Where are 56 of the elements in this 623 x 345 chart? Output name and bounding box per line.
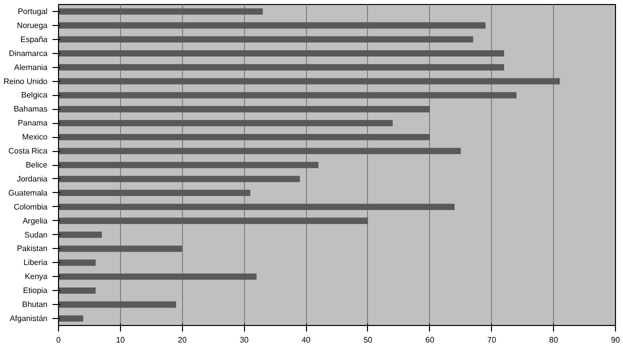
- bar: [58, 246, 182, 252]
- y-tick-label: Reino Unido: [3, 76, 48, 86]
- x-tick-label: 50: [363, 336, 373, 344]
- y-tick-label: Etiopia: [23, 286, 48, 296]
- bar: [58, 315, 84, 322]
- x-tick-label: 10: [116, 336, 126, 344]
- bar: [58, 204, 455, 210]
- bar: [58, 301, 176, 308]
- y-tick-label: Pakistan: [16, 244, 48, 254]
- x-tick-label: 20: [178, 336, 188, 344]
- bar: [58, 8, 263, 15]
- bar: [58, 287, 96, 294]
- bar: [58, 274, 257, 280]
- y-tick-label: Panama: [18, 118, 48, 128]
- x-tick-label: 40: [302, 336, 312, 344]
- bar: [58, 92, 516, 98]
- bar: [58, 190, 250, 196]
- bar: [58, 218, 368, 224]
- bar: [58, 162, 318, 168]
- y-tick-label: Argelia: [22, 216, 48, 226]
- bar: [58, 134, 430, 140]
- y-tick-label: Colombia: [14, 202, 48, 212]
- y-tick-label: Dinamarca: [8, 48, 48, 58]
- bar: [58, 78, 560, 84]
- y-tick-label: Belgica: [21, 90, 48, 100]
- y-tick-label: Alemania: [14, 62, 48, 72]
- y-tick-label: Bahamas: [14, 104, 48, 114]
- y-tick-label: Belice: [26, 160, 48, 170]
- bar: [58, 50, 504, 56]
- y-tick-label: Bhutan: [22, 300, 48, 310]
- bar: [58, 232, 102, 238]
- y-tick-label: Costa Rica: [8, 146, 48, 156]
- y-tick-label: Guatemala: [8, 188, 48, 198]
- bar: [58, 176, 300, 182]
- y-tick-label: Jordania: [16, 174, 48, 184]
- x-tick-label: 80: [549, 336, 559, 344]
- bar: [58, 22, 486, 29]
- y-tick-label: Kenya: [24, 272, 48, 282]
- y-tick-label: Portugal: [18, 6, 48, 16]
- bar: [58, 36, 474, 43]
- y-tick-label: Liberia: [23, 258, 48, 268]
- y-tick-label: España: [20, 34, 48, 44]
- y-tick-label: Sudan: [24, 230, 48, 240]
- bar: [58, 106, 430, 112]
- bar: [58, 120, 393, 126]
- x-tick-label: 0: [56, 336, 62, 344]
- bar: [58, 260, 96, 266]
- y-tick-label: Noruega: [16, 20, 48, 30]
- x-tick-label: 30: [240, 336, 250, 344]
- bar: [58, 148, 461, 154]
- bar: [58, 64, 504, 70]
- y-tick-label: Afganistán: [10, 314, 48, 324]
- y-tick-label: Mexico: [22, 132, 48, 142]
- x-tick-label: 60: [425, 336, 435, 344]
- x-tick-label: 90: [611, 336, 620, 344]
- x-tick-label: 70: [487, 336, 497, 344]
